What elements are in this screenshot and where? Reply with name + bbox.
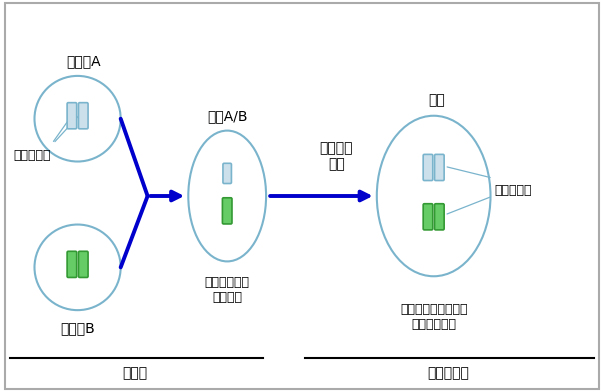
Text: 相同染色体: 相同染色体 <box>13 149 51 162</box>
FancyBboxPatch shape <box>79 103 88 129</box>
Text: 雑種A/B: 雑種A/B <box>207 109 248 123</box>
FancyBboxPatch shape <box>434 154 444 181</box>
FancyBboxPatch shape <box>423 154 432 181</box>
FancyBboxPatch shape <box>67 251 77 278</box>
Text: 全ゲノム
重複: 全ゲノム 重複 <box>320 141 353 171</box>
Text: 異質四倍体: 異質四倍体 <box>428 367 469 381</box>
FancyBboxPatch shape <box>67 103 77 129</box>
Text: 祖先種B: 祖先種B <box>60 321 95 335</box>
Text: 同祖染色体: 同祖染色体 <box>495 183 532 196</box>
Text: 新種: 新種 <box>428 93 445 107</box>
Text: 祖先種A: 祖先種A <box>66 54 101 68</box>
Text: 精子や卵子を作り、
子孫が残せる: 精子や卵子を作り、 子孫が残せる <box>400 303 467 331</box>
FancyBboxPatch shape <box>79 251 88 278</box>
FancyBboxPatch shape <box>222 198 232 224</box>
FancyBboxPatch shape <box>423 204 432 230</box>
Text: 不稔で子孫が
残せない: 不稔で子孫が 残せない <box>205 276 249 304</box>
FancyBboxPatch shape <box>434 204 444 230</box>
Text: 二倍体: 二倍体 <box>122 367 147 381</box>
FancyBboxPatch shape <box>223 163 231 183</box>
